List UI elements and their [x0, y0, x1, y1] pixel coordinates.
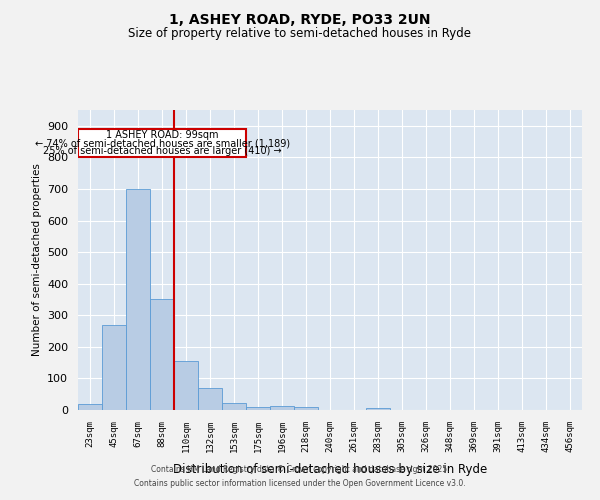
Y-axis label: Number of semi-detached properties: Number of semi-detached properties: [32, 164, 41, 356]
Bar: [294, 408, 318, 410]
Text: ← 74% of semi-detached houses are smaller (1,189): ← 74% of semi-detached houses are smalle…: [35, 138, 290, 148]
Text: 1 ASHEY ROAD: 99sqm: 1 ASHEY ROAD: 99sqm: [106, 130, 219, 140]
Bar: [270, 406, 294, 410]
Bar: [126, 189, 150, 410]
Text: 1, ASHEY ROAD, RYDE, PO33 2UN: 1, ASHEY ROAD, RYDE, PO33 2UN: [169, 12, 431, 26]
Bar: [222, 403, 246, 410]
Bar: [102, 324, 126, 410]
Text: Size of property relative to semi-detached houses in Ryde: Size of property relative to semi-detach…: [128, 28, 472, 40]
FancyBboxPatch shape: [79, 129, 247, 158]
Bar: [366, 408, 390, 410]
Text: 25% of semi-detached houses are larger (410) →: 25% of semi-detached houses are larger (…: [43, 146, 282, 156]
Bar: [150, 300, 174, 410]
Bar: [78, 404, 102, 410]
Bar: [246, 407, 270, 410]
X-axis label: Distribution of semi-detached houses by size in Ryde: Distribution of semi-detached houses by …: [173, 463, 487, 476]
Bar: [174, 361, 198, 410]
Text: Contains HM Land Registry data © Crown copyright and database right 2025.
Contai: Contains HM Land Registry data © Crown c…: [134, 466, 466, 487]
Bar: [198, 388, 222, 410]
